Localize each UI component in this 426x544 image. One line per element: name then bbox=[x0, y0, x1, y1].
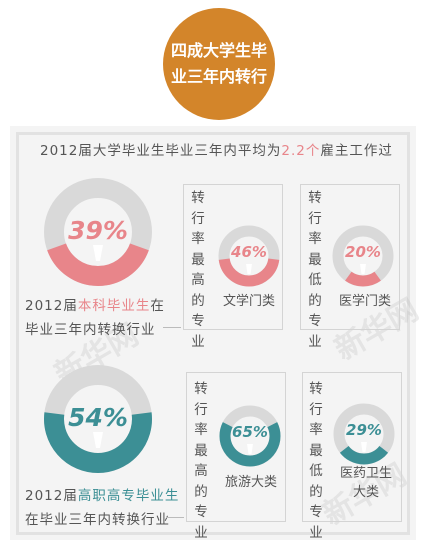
undergrad-percent: 39% bbox=[68, 216, 128, 245]
vocational-lowest-category-line2: 大类 bbox=[352, 485, 379, 500]
title-line-2: 业三年内转行 bbox=[170, 67, 267, 86]
connector-line bbox=[163, 327, 181, 328]
undergrad-label-suffix: 在 bbox=[150, 298, 165, 314]
vocational-ring-chart bbox=[44, 365, 152, 473]
vocational-label-line2: 在毕业三年内转换行业 bbox=[25, 512, 170, 528]
vocational-label-prefix: 2012届 bbox=[25, 488, 78, 504]
undergrad-label-prefix: 2012届 bbox=[25, 298, 78, 314]
small-ring-chart bbox=[219, 405, 281, 467]
panel-border bbox=[16, 132, 410, 535]
intro-suffix: 雇主工作过 bbox=[320, 143, 393, 159]
ring-fill bbox=[219, 422, 281, 467]
small-ring-chart bbox=[218, 225, 280, 287]
ring-fill bbox=[218, 258, 280, 287]
ring-pointer bbox=[361, 442, 367, 452]
undergrad-lowest-box bbox=[300, 184, 400, 330]
undergrad-label-line2: 毕业三年内转换行业 bbox=[25, 322, 156, 338]
intro-text: 2012届大学毕业生毕业三年内平均为2.2个雇主工作过 bbox=[40, 139, 400, 159]
vocational-lowest-caption: 转行率最低的专业 bbox=[309, 381, 323, 541]
ring-pointer bbox=[93, 245, 103, 261]
ring-fill bbox=[345, 271, 381, 287]
title-badge: 四成大学生毕 业三年内转行 bbox=[163, 8, 275, 120]
ring-fill bbox=[47, 243, 149, 286]
connector-line bbox=[166, 517, 184, 518]
small-ring-chart bbox=[332, 225, 394, 287]
ring-pointer bbox=[360, 264, 366, 274]
small-ring-chart bbox=[333, 403, 395, 465]
title-line-1: 四成大学生毕 bbox=[170, 41, 267, 60]
undergrad-lowest-category: 医学门类 bbox=[338, 294, 391, 309]
vocational-highest-box bbox=[186, 372, 286, 522]
vocational-highest-category: 旅游大类 bbox=[224, 475, 277, 490]
vocational-label-highlight: 高职高专毕业生 bbox=[77, 488, 180, 504]
undergrad-highest-category: 文学门类 bbox=[222, 294, 275, 309]
vocational-label-line1: 2012届高职高专毕业生 bbox=[25, 484, 179, 504]
undergrad-lowest-ring: 20% bbox=[331, 224, 395, 288]
undergrad-lowest-percent: 20% bbox=[345, 243, 381, 261]
vocational-highest-caption: 转行率最高的专业 bbox=[194, 381, 208, 541]
vocational-highest-percent: 65% bbox=[232, 423, 268, 441]
vocational-lowest-ring: 29% bbox=[332, 402, 396, 466]
intro-highlight: 2.2个 bbox=[281, 143, 321, 159]
undergrad-label-highlight: 本科毕业生 bbox=[77, 298, 151, 314]
undergrad-highest-ring: 46% bbox=[217, 224, 281, 288]
ring-fill bbox=[44, 412, 152, 473]
vocational-lowest-category: 医药卫生 大类 bbox=[331, 464, 401, 502]
vocational-lowest-box bbox=[302, 372, 402, 522]
undergrad-highest-percent: 46% bbox=[231, 243, 267, 261]
ring-pointer bbox=[93, 432, 103, 448]
undergrad-label-line1: 2012届本科毕业生在 bbox=[25, 294, 165, 314]
undergrad-lowest-caption: 转行率最低的专业 bbox=[308, 190, 322, 350]
undergrad-highest-caption: 转行率最高的专业 bbox=[191, 190, 205, 350]
vocational-highest-ring: 65% bbox=[218, 404, 282, 468]
vocational-ring: 54% bbox=[43, 364, 153, 474]
undergrad-ring-chart bbox=[44, 178, 152, 286]
undergrad-ring: 39% bbox=[43, 177, 153, 287]
ring-pointer bbox=[247, 444, 253, 454]
vocational-percent: 54% bbox=[68, 403, 128, 432]
ring-pointer bbox=[246, 264, 252, 274]
vocational-lowest-percent: 29% bbox=[346, 421, 382, 439]
undergrad-highest-box bbox=[183, 184, 283, 330]
intro-prefix: 2012届大学毕业生毕业三年内平均为 bbox=[40, 143, 282, 159]
vocational-lowest-category-line1: 医药卫生 bbox=[339, 466, 392, 481]
ring-fill bbox=[339, 445, 389, 465]
